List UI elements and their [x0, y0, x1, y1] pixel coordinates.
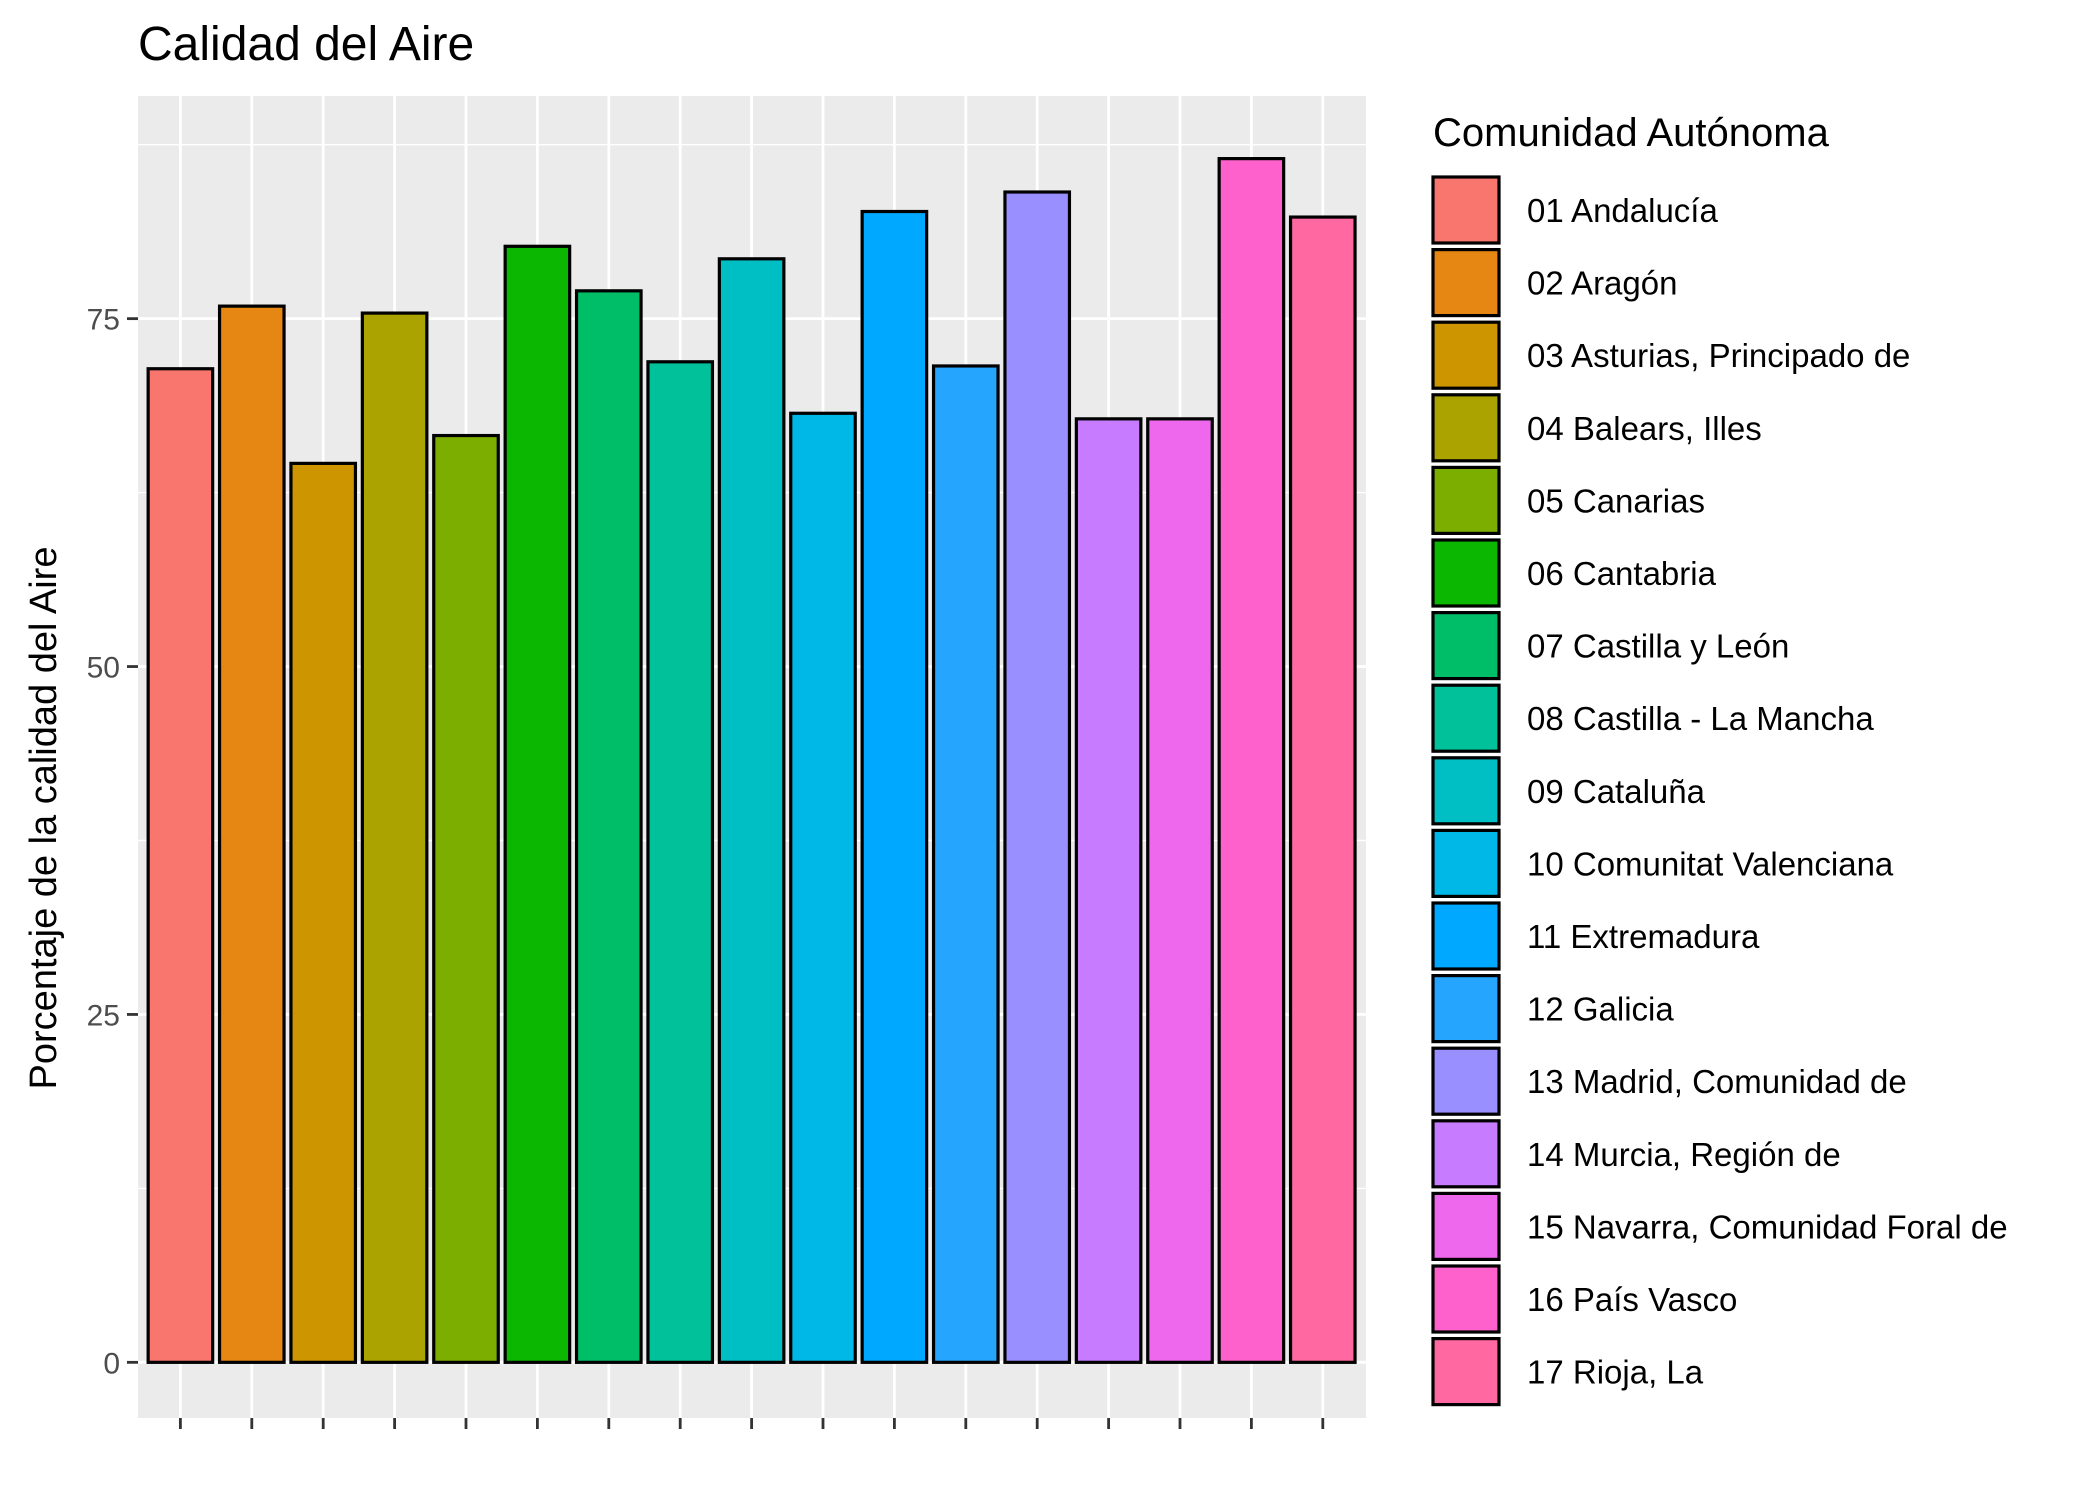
- legend-key-14: [1431, 1119, 1501, 1189]
- legend-key-7: [1431, 610, 1501, 681]
- bar-8: [646, 360, 715, 1364]
- chart-title: Calidad del Aire: [138, 18, 474, 71]
- legend-label-4: 04 Balears, Illes: [1527, 410, 1762, 447]
- legend-key-13: [1431, 1046, 1501, 1116]
- bars: [146, 157, 1357, 1364]
- bar-1: [146, 367, 215, 1364]
- legend: 01 Andalucía 02 Aragón 03 Asturias, Princi…: [1431, 175, 2008, 1407]
- legend-label-3: 03 Asturias, Principado de: [1527, 337, 1910, 374]
- y-tick-label: 50: [87, 652, 120, 685]
- legend-key-9: [1431, 756, 1501, 826]
- bar-12: [931, 364, 1000, 1364]
- bar-13: [1003, 190, 1072, 1364]
- legend-key-3: [1431, 320, 1501, 390]
- legend-label-10: 10 Comunitat Valenciana: [1527, 845, 1894, 882]
- bar-10: [789, 411, 857, 1364]
- legend-title: Comunidad Autónoma: [1433, 111, 1830, 155]
- y-tick-label: 75: [87, 304, 120, 337]
- legend-label-17: 17 Rioja, La: [1527, 1354, 1704, 1391]
- legend-label-6: 06 Cantabria: [1527, 555, 1717, 592]
- legend-label-5: 05 Canarias: [1527, 482, 1705, 519]
- bar-6: [503, 244, 572, 1364]
- bar-15: [1146, 417, 1214, 1364]
- legend-label-9: 09 Cataluña: [1527, 773, 1706, 810]
- legend-key-12: [1431, 973, 1501, 1044]
- bar-11: [860, 209, 929, 1364]
- legend-label-14: 14 Murcia, Región de: [1527, 1136, 1841, 1173]
- legend-key-17: [1431, 1336, 1501, 1407]
- legend-key-2: [1431, 248, 1501, 318]
- bar-2: [217, 304, 286, 1364]
- y-tick-label: 0: [103, 1347, 120, 1380]
- legend-key-8: [1431, 683, 1501, 753]
- legend-key-4: [1431, 393, 1501, 463]
- legend-label-2: 02 Aragón: [1527, 265, 1677, 302]
- legend-label-12: 12 Galicia: [1527, 991, 1674, 1028]
- legend-key-1: [1431, 175, 1501, 245]
- bar-14: [1074, 417, 1143, 1364]
- legend-label-15: 15 Navarra, Comunidad Foral de: [1527, 1208, 2008, 1245]
- y-tick-label: 25: [87, 999, 120, 1032]
- legend-key-16: [1431, 1264, 1501, 1334]
- bar-7: [574, 289, 643, 1364]
- legend-label-11: 11 Extremadura: [1527, 918, 1760, 955]
- x-axis: [178, 1418, 1325, 1429]
- legend-key-15: [1431, 1191, 1501, 1262]
- legend-label-1: 01 Andalucía: [1527, 192, 1718, 229]
- y-axis-label: Porcentaje de la calidad del Aire: [23, 547, 65, 1090]
- bar-9: [717, 257, 786, 1364]
- y-axis: 0 25 50 75: [87, 304, 138, 1380]
- legend-key-11: [1431, 901, 1501, 971]
- legend-key-10: [1431, 828, 1501, 899]
- legend-label-7: 07 Castilla y León: [1527, 628, 1789, 665]
- bar-17: [1288, 215, 1357, 1364]
- legend-label-8: 08 Castilla - La Mancha: [1527, 700, 1874, 737]
- bar-4: [360, 311, 429, 1364]
- bar-3: [289, 461, 358, 1364]
- bar-16: [1217, 157, 1286, 1364]
- legend-label-13: 13 Madrid, Comunidad de: [1527, 1063, 1907, 1100]
- legend-label-16: 16 País Vasco: [1527, 1281, 1737, 1318]
- bar-5: [432, 433, 500, 1364]
- legend-key-5: [1431, 465, 1501, 535]
- legend-key-6: [1431, 538, 1501, 608]
